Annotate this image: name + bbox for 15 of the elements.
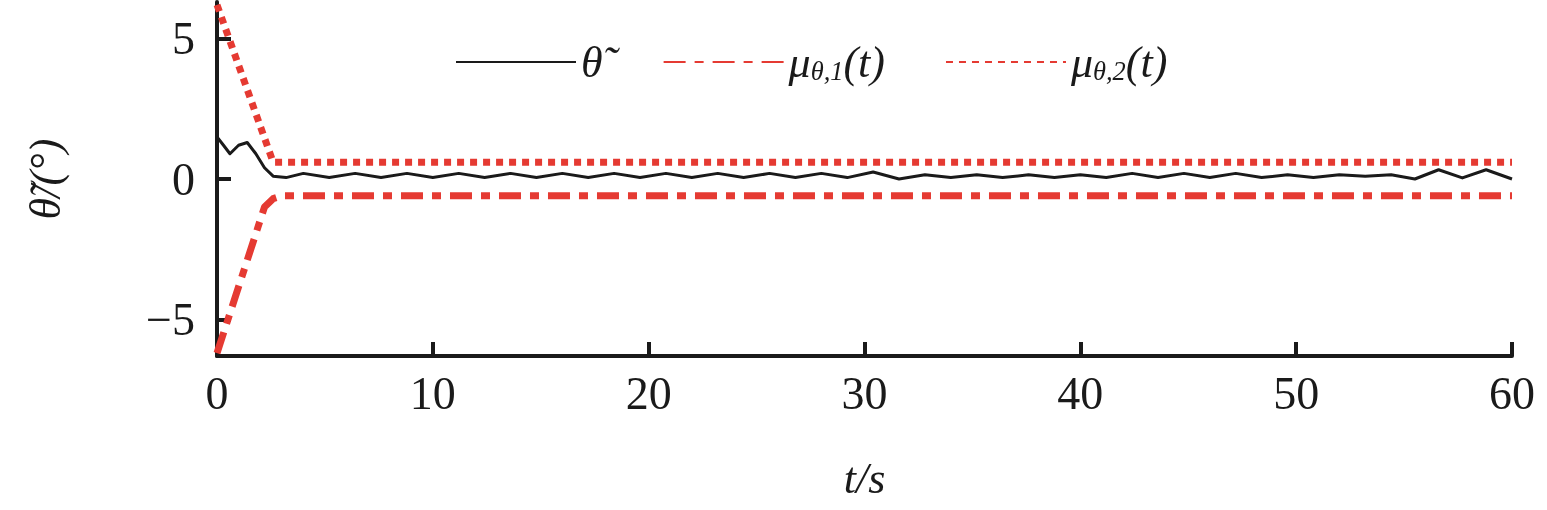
- x-tick-label: 50: [1273, 367, 1320, 419]
- x-tick-label: 10: [409, 367, 456, 419]
- x-tick-label: 60: [1489, 367, 1535, 419]
- x-tick-label: 20: [625, 367, 672, 419]
- x-tick-label: 0: [205, 367, 229, 419]
- legend-label: μθ,1(t): [787, 37, 885, 87]
- x-tick-label: 30: [841, 367, 888, 419]
- legend-label: μθ,2(t): [1069, 37, 1168, 87]
- y-tick-label: 0: [172, 153, 195, 205]
- x-tick-label: 40: [1057, 367, 1104, 419]
- x-axis-title: t/s: [843, 453, 886, 503]
- y-tick-label: −5: [146, 293, 195, 345]
- y-axis-title: θ̃/(°): [20, 138, 70, 220]
- y-tick-label: 5: [172, 13, 195, 65]
- legend-label: θ̃: [581, 37, 621, 87]
